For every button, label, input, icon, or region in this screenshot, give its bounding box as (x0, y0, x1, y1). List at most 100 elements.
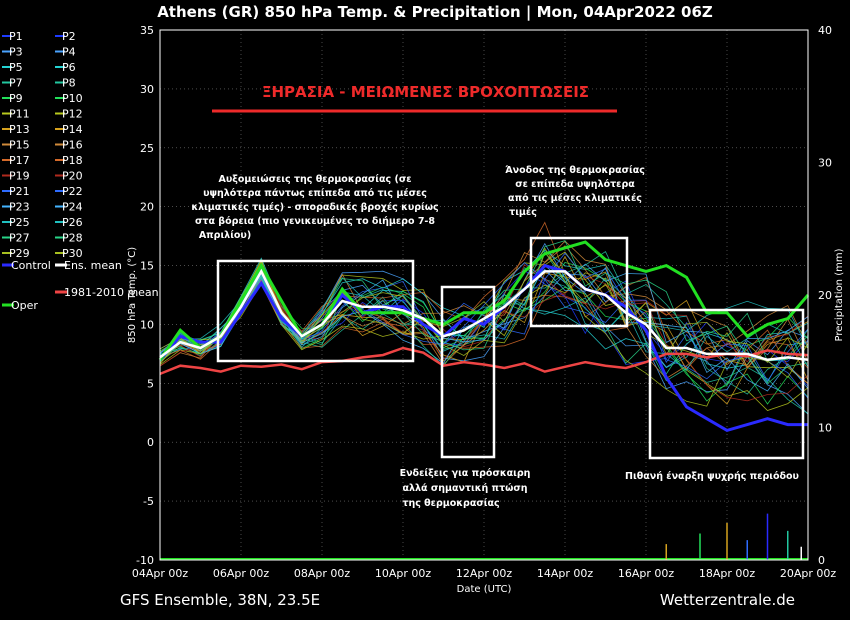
legend-label: P11 (9, 108, 30, 121)
annotation-2-line-1: Άνοδος της θερμοκρασίας (505, 165, 645, 176)
x-tick-label: 06Apr 00z (213, 567, 270, 580)
series-line-oper (158, 240, 810, 361)
y-tick-label: 0 (147, 436, 154, 449)
legend-label: P4 (62, 46, 76, 59)
annotation-text-3: Ενδείξεις για πρόσκαιρη αλλά σημαντική π… (400, 468, 531, 509)
ensemble-member-line (159, 264, 809, 371)
legend-label: Control (11, 259, 51, 272)
annotation-1-line-5: Απριλίου) (199, 230, 251, 241)
legend-label: P14 (62, 123, 83, 136)
legend-label: P22 (62, 185, 83, 198)
footer-site: Wetterzentrale.de (660, 591, 795, 609)
y-axis-label: 850 hPa Temp. (°C) (127, 247, 138, 343)
legend-label: P20 (62, 170, 83, 183)
legend-label: P9 (9, 92, 23, 105)
legend-label: P28 (62, 232, 83, 245)
x-tick-label: 04Apr 00z (132, 567, 189, 580)
y-axis-ticks: 35 30 25 20 15 10 5 0 -5 -10 (136, 24, 154, 567)
legend-label: P10 (62, 92, 83, 105)
x-tick-label: 20Apr 00z (780, 567, 837, 580)
legend-label: P19 (9, 170, 30, 183)
annotation-box-4 (648, 308, 805, 460)
legend-label: P17 (9, 154, 30, 167)
legend-label: P1 (9, 30, 23, 43)
legend: P1 P2 P3 P4 P5 P6 P7 P8 P9 P10 P11 P12 P13 P14 P15 P16 P… (2, 30, 159, 312)
y-tick-label: 20 (140, 201, 154, 214)
series-line-1981-2010-mean (159, 346, 809, 376)
annotation-2-line-2: σε επίπεδα υψηλότερα (515, 179, 635, 190)
legend-label: P23 (9, 201, 30, 214)
legend-label: P30 (62, 247, 83, 260)
plot-frame (159, 29, 809, 561)
y-tick-label: 15 (140, 260, 154, 273)
legend-label: P18 (62, 154, 83, 167)
x-tick-label: 14Apr 00z (537, 567, 594, 580)
y2-axis-ticks: 40 30 20 10 0 (818, 24, 832, 567)
annotation-2-line-3: από τις μέσες κλιματικές (508, 193, 642, 204)
legend-label: P13 (9, 123, 30, 136)
ensemble-member-line (159, 264, 809, 354)
annotation-box-1 (216, 259, 415, 363)
annotation-3-line-1: Ενδείξεις για πρόσκαιρη (400, 468, 531, 479)
dry-headline: ΞΗΡΑΣΙΑ - ΜΕΙΩΜΕΝΕΣ ΒΡΟΧΟΠΤΩΣΕΙΣ (262, 83, 589, 101)
legend-label: P27 (9, 232, 30, 245)
x-axis-label: Date (UTC) (457, 584, 512, 595)
legend-label: P26 (62, 216, 83, 229)
legend-label: P6 (62, 61, 76, 74)
legend-label: P15 (9, 139, 30, 152)
legend-label: P7 (9, 77, 23, 90)
annotation-1-line-1: Αυξομειώσεις της θερμοκρασίας (σε (218, 174, 411, 185)
x-tick-label: 10Apr 00z (375, 567, 432, 580)
annotation-1-line-4: στα βόρεια (πιο γενικευμένες το διήμερο … (195, 216, 435, 227)
y2-tick-label: 40 (818, 24, 832, 37)
annotation-1-line-3: κλιματικές τιμές) - σποραδικές βροχές κυ… (191, 202, 438, 213)
y-tick-label: 30 (140, 83, 154, 96)
legend-label: P8 (62, 77, 76, 90)
footer-source: GFS Ensemble, 38N, 23.5E (120, 591, 320, 609)
annotation-boxes (216, 236, 805, 460)
legend-label: P25 (9, 216, 30, 229)
series-line-ens-mean (159, 268, 809, 362)
y2-tick-label: 0 (818, 554, 825, 567)
y2-tick-label: 20 (818, 289, 832, 302)
y-tick-label: 10 (140, 318, 154, 331)
y-tick-label: 5 (147, 377, 154, 390)
precipitation-bars (160, 513, 808, 560)
legend-label: 1981-2010 mean (64, 286, 159, 299)
y-tick-label: 25 (140, 142, 154, 155)
y-tick-label: -10 (136, 554, 154, 567)
legend-label: P21 (9, 185, 30, 198)
chart-title: Athens (GR) 850 hPa Temp. & Precipitatio… (157, 3, 713, 22)
x-tick-label: 18Apr 00z (699, 567, 756, 580)
annotation-2-line-4: τιμές (509, 207, 537, 218)
legend-label: P24 (62, 201, 83, 214)
ensemble-member-line (159, 221, 809, 384)
legend-label: P5 (9, 61, 23, 74)
legend-label: Oper (11, 299, 38, 312)
annotation-text-1: Αυξομειώσεις της θερμοκρασίας (σε υψηλότ… (191, 174, 438, 241)
legend-label: P12 (62, 108, 83, 121)
x-tick-label: 08Apr 00z (294, 567, 351, 580)
legend-label: P2 (62, 30, 76, 43)
legend-label: P16 (62, 139, 83, 152)
ensemble-member-line (159, 273, 809, 399)
annotation-4-line-1: Πιθανή έναρξη ψυχρής περιόδου (625, 471, 799, 482)
legend-label: P3 (9, 46, 23, 59)
annotation-box-2 (440, 285, 496, 459)
legend-label: Ens. mean (64, 259, 122, 272)
y2-axis-label: Precipitation (mm) (834, 248, 845, 341)
annotation-3-line-3: της θερμοκρασίας (402, 498, 499, 509)
y2-tick-label: 30 (818, 157, 832, 170)
x-axis-ticks: 04Apr 00z 06Apr 00z 08Apr 00z 10Apr 00z 12Ap… (132, 567, 837, 580)
main-series (158, 240, 810, 433)
y-tick-label: 35 (140, 24, 154, 37)
y-tick-label: -5 (143, 495, 154, 508)
x-tick-label: 16Apr 00z (618, 567, 675, 580)
legend-label: P29 (9, 247, 30, 260)
x-tick-label: 12Apr 00z (456, 567, 513, 580)
annotation-1-line-2: υψηλότερα πάντως επίπεδα από τις μέσες (203, 188, 427, 199)
annotation-3-line-2: αλλά σημαντική πτώση (402, 483, 527, 494)
annotation-box-3 (529, 236, 629, 328)
series-line-control (158, 263, 808, 433)
